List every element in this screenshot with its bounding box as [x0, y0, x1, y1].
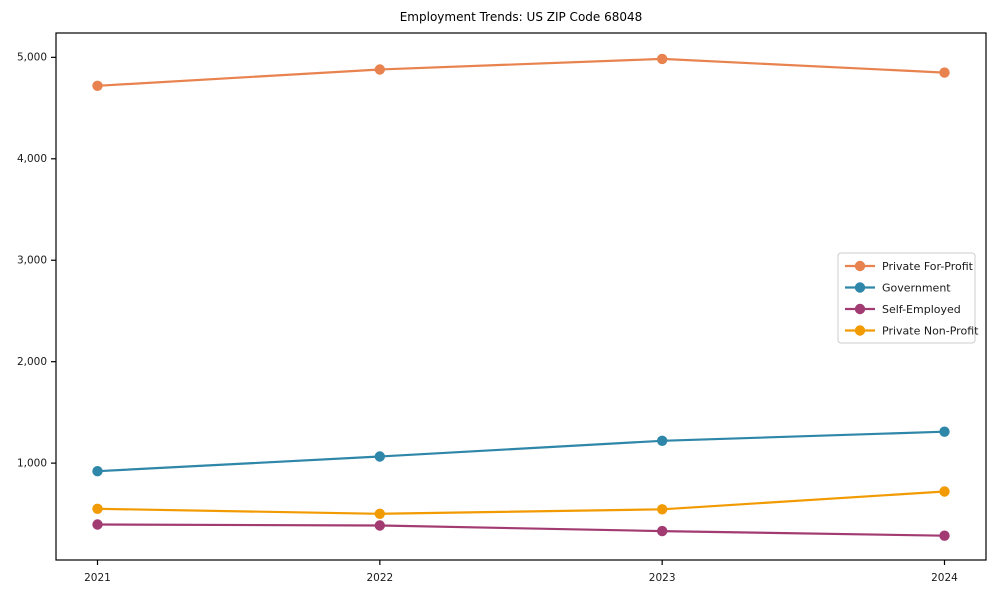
y-tick-label: 5,000 — [17, 52, 47, 64]
legend-label: Private Non-Profit — [882, 324, 979, 337]
legend-label: Government — [882, 281, 951, 294]
data-point-marker — [939, 486, 950, 497]
data-point-marker — [939, 530, 950, 541]
x-axis: 2021 2022 2023 2024 — [84, 560, 958, 584]
legend: Private For-Profit Government Self-Employe… — [837, 252, 979, 344]
legend-box — [837, 252, 976, 344]
data-point-marker — [92, 466, 103, 477]
chart-title: Employment Trends: US ZIP Code 68048 — [400, 10, 643, 24]
data-point-marker — [92, 80, 103, 92]
data-point-marker — [374, 508, 385, 519]
data-point-marker — [657, 53, 668, 65]
y-tick-label: 3,000 — [17, 255, 47, 267]
legend-entry: Government — [845, 281, 951, 294]
legend-marker — [854, 282, 866, 293]
y-axis: 1,000 2,000 3,000 4,000 5,000 — [17, 52, 56, 469]
series-self-employed — [92, 519, 950, 541]
legend-entry: Private Non-Profit — [845, 324, 979, 337]
x-tick-label: 2021 — [84, 572, 111, 584]
legend-label: Self-Employed — [882, 303, 961, 316]
legend-entry: Self-Employed — [845, 303, 961, 316]
series-line — [97, 523, 945, 537]
data-point-marker — [657, 504, 668, 515]
data-point-marker — [657, 435, 668, 446]
x-tick-label: 2023 — [649, 572, 676, 584]
series-line — [97, 490, 945, 515]
x-tick-label: 2022 — [366, 572, 393, 584]
series-government — [92, 426, 950, 477]
series-line — [97, 57, 945, 87]
legend-marker — [854, 325, 866, 336]
data-point-marker — [657, 525, 668, 537]
data-point-marker — [92, 519, 103, 530]
legend-entry: Private For-Profit — [845, 260, 974, 273]
legend-label: Private For-Profit — [882, 260, 974, 273]
data-point-marker — [374, 520, 385, 531]
data-point-marker — [374, 451, 385, 462]
plot-border — [55, 32, 987, 561]
y-tick-label: 2,000 — [17, 356, 47, 368]
y-tick-label: 4,000 — [17, 153, 47, 165]
series-private-non-profit — [92, 486, 950, 519]
x-tick-label: 2024 — [931, 572, 958, 584]
series-line — [97, 430, 945, 473]
legend-marker — [854, 303, 866, 315]
series-private-for-profit — [92, 53, 950, 92]
legend-marker — [854, 260, 866, 272]
data-point-marker — [92, 503, 103, 514]
data-point-marker — [374, 64, 385, 75]
data-point-marker — [939, 67, 950, 78]
y-tick-label: 1,000 — [17, 457, 47, 469]
data-point-marker — [939, 426, 950, 437]
